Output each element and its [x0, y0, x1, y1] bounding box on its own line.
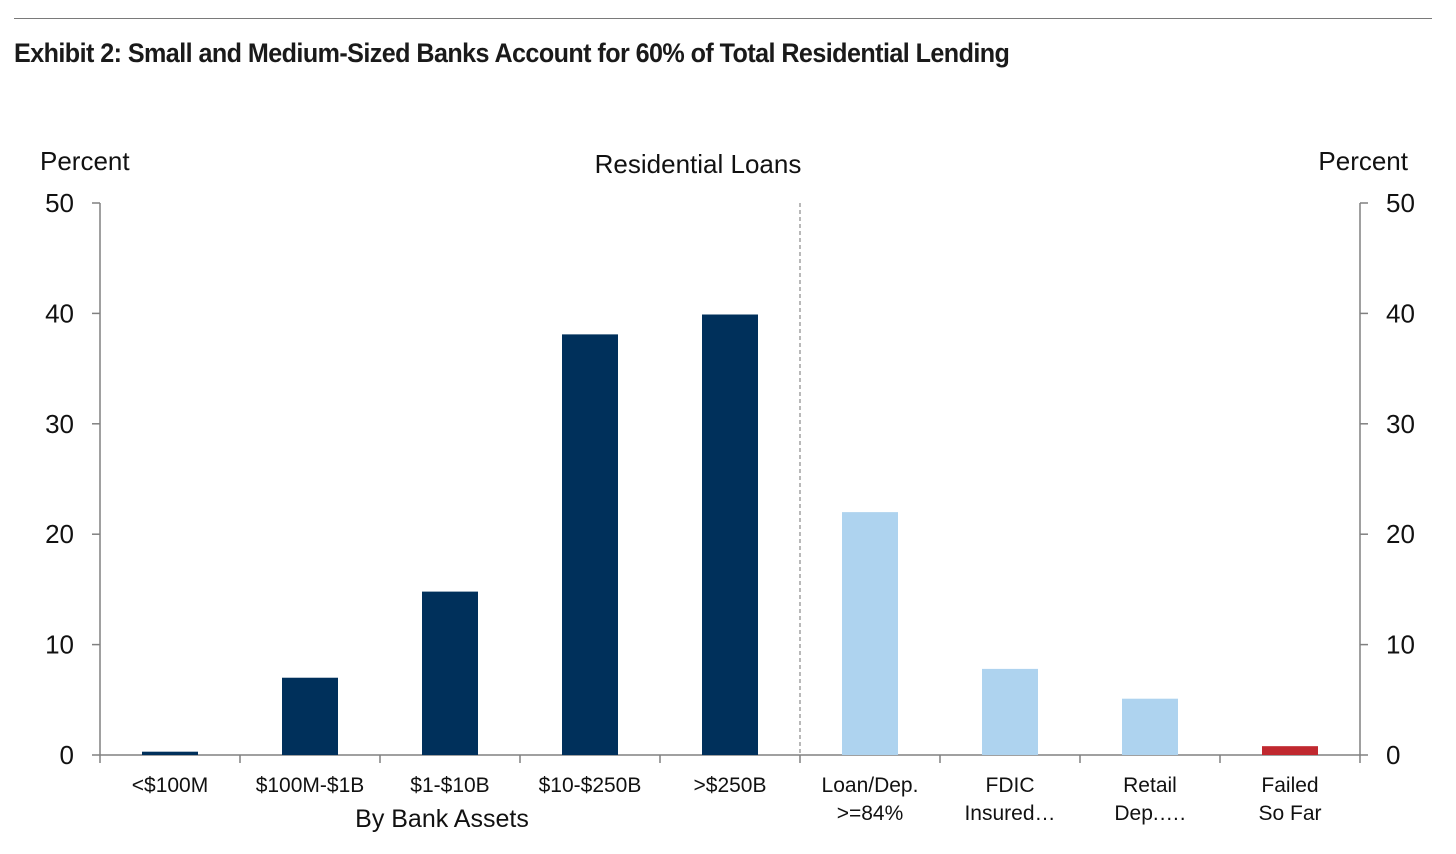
right-y-tick-label: 0 [1386, 740, 1400, 770]
bars [142, 314, 1318, 755]
left-y-tick-label: 30 [45, 409, 74, 439]
left-y-tick-label: 50 [45, 188, 74, 218]
right-y-tick-label: 40 [1386, 298, 1415, 328]
x-category-label: >$250B [694, 774, 767, 797]
right-y-tick-label: 20 [1386, 519, 1415, 549]
x-category-label: Failed [1261, 774, 1318, 797]
x-category-label: $100M-$1B [256, 774, 365, 797]
chart-title: Residential Loans [595, 149, 802, 179]
exhibit-title: Exhibit 2: Small and Medium-Sized Banks … [14, 38, 1010, 68]
tick-labels: 0 0 10 10 20 20 30 30 40 40 50 50 <$100M $100M-$1B $1-… [45, 188, 1415, 825]
x-category-label: So Far [1258, 802, 1321, 825]
top-rule [14, 18, 1432, 19]
right-y-tick-label: 50 [1386, 188, 1415, 218]
x-category-label: $1-$10B [410, 774, 489, 797]
x-category-label: Loan/Dep. [822, 774, 919, 797]
bar [1122, 698, 1178, 755]
bar [282, 677, 338, 755]
x-category-label: Insured… [964, 802, 1055, 825]
right-y-tick-label: 10 [1386, 630, 1415, 660]
x-category-label: $10-$250B [539, 774, 642, 797]
x-category-label: <$100M [132, 774, 208, 797]
bar [982, 668, 1038, 755]
left-y-tick-label: 40 [45, 298, 74, 328]
bar [142, 751, 198, 755]
bar [842, 512, 898, 755]
bar [702, 314, 758, 755]
bar [562, 334, 618, 755]
x-category-label: Retail [1123, 774, 1177, 797]
left-y-tick-label: 10 [45, 630, 74, 660]
x-category-label: >=84% [837, 802, 904, 825]
left-y-tick-label: 0 [60, 740, 74, 770]
right-y-tick-label: 30 [1386, 409, 1415, 439]
axis-ticks [92, 202, 1368, 763]
bar [422, 591, 478, 755]
x-category-label: FDIC [986, 774, 1035, 797]
right-y-axis-label: Percent [1318, 146, 1408, 176]
left-y-axis-label: Percent [40, 146, 130, 176]
group-label-by-bank-assets: By Bank Assets [355, 805, 529, 833]
left-y-tick-label: 20 [45, 519, 74, 549]
x-category-label: Dep.…. [1114, 802, 1185, 825]
bar [1262, 746, 1318, 755]
